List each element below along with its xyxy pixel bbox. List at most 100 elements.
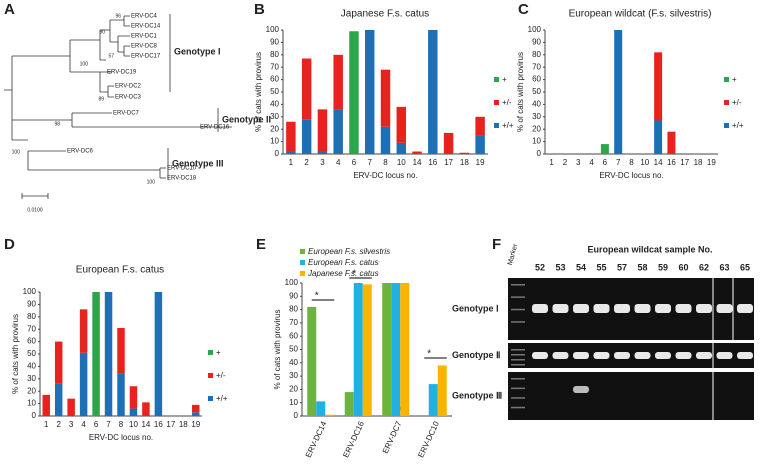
panel-letter: F: [492, 236, 501, 253]
bar: [428, 384, 438, 416]
y-tick-label: 40: [289, 358, 298, 367]
y-axis-label: % of cats with provirus: [11, 314, 20, 394]
band: [614, 304, 630, 313]
legend-label: +: [732, 75, 737, 84]
x-tick-label: 3: [69, 420, 74, 429]
y-tick-label: 80: [27, 312, 36, 321]
bar-segment: [54, 341, 63, 384]
bar-segment: [459, 152, 470, 154]
legend-label: +: [502, 75, 507, 84]
y-tick-label: 100: [528, 25, 542, 34]
bootstrap: 100: [147, 179, 156, 185]
genotype-label: Genotype III: [172, 158, 224, 168]
band: [634, 304, 651, 313]
tree-leaf: ERV-DC10: [167, 166, 197, 172]
x-tick-label: 3: [576, 158, 581, 167]
y-axis-label: % of cats with provirus: [254, 52, 263, 132]
bootstrap: 100: [80, 61, 89, 67]
legend-swatch: [208, 396, 213, 401]
bootstrap: 90: [99, 29, 105, 35]
x-tick-label: 1: [289, 158, 294, 167]
x-tick-label: 10: [640, 158, 649, 167]
y-tick-label: 20: [270, 124, 279, 133]
bar-segment: [428, 30, 438, 154]
band: [532, 304, 548, 313]
x-tick-label: 14: [654, 158, 663, 167]
bar: [344, 392, 354, 416]
scale-label: 0.0100: [27, 207, 43, 213]
bar: [391, 283, 401, 416]
band: [716, 352, 733, 359]
bar-segment: [654, 52, 663, 121]
bar-segment: [412, 151, 422, 154]
bar-segment: [192, 412, 200, 416]
panel-letter: D: [4, 236, 15, 253]
band: [675, 304, 692, 313]
x-tick-label: 6: [94, 420, 99, 429]
bar-segment: [117, 373, 125, 416]
bar: [400, 283, 410, 416]
band: [655, 304, 671, 313]
bar: [307, 306, 317, 416]
y-tick-label: 60: [532, 75, 541, 84]
band: [573, 352, 589, 359]
x-tick-label: 1: [549, 158, 554, 167]
legend-swatch: [494, 123, 499, 128]
y-tick-label: 50: [289, 345, 298, 354]
sample-no: 65: [740, 262, 750, 272]
bar-segment: [317, 151, 328, 154]
tree-leaf: ERV-DC18: [167, 176, 197, 182]
bar: [382, 283, 392, 416]
bar: [316, 401, 326, 416]
band: [552, 304, 569, 313]
bar-segment: [129, 408, 138, 416]
y-tick-label: 80: [289, 305, 298, 314]
x-axis-label: ERV-DC locus no.: [353, 171, 417, 180]
x-tick-label: 10: [397, 158, 406, 167]
x-tick-label: 8: [119, 420, 124, 429]
y-tick-label: 10: [532, 137, 541, 146]
y-tick-label: 30: [532, 112, 541, 121]
y-axis-label: % of cats with provirus: [516, 52, 525, 132]
bar-segment: [92, 292, 100, 416]
tree-leaf: ERV-DC14: [131, 24, 161, 30]
y-tick-label: 0: [537, 149, 542, 158]
band: [573, 304, 589, 313]
marker-band: [511, 406, 525, 409]
x-tick-label: 2: [304, 158, 309, 167]
y-tick-label: 20: [27, 386, 36, 395]
legend-label: +/-: [502, 98, 512, 107]
x-tick-label: 4: [336, 158, 341, 167]
y-tick-label: 60: [270, 75, 279, 84]
legend-swatch: [300, 271, 305, 276]
band: [593, 304, 610, 313]
genotype-label: Genotype Ⅱ: [452, 350, 500, 360]
bar-segment: [396, 142, 406, 154]
x-tick-label: 6: [603, 158, 608, 167]
chart-title: Japanese F.s. catus: [341, 9, 429, 20]
x-tick-label: 10: [129, 420, 138, 429]
bar-segment: [443, 132, 454, 154]
bar-segment: [104, 292, 113, 416]
sample-no: 55: [596, 262, 606, 272]
y-tick-label: 10: [27, 399, 36, 408]
sample-no: 59: [658, 262, 668, 272]
band: [675, 352, 692, 359]
sample-no: 57: [617, 262, 627, 272]
x-tick-label: 4: [589, 158, 594, 167]
x-tick-label: 2: [56, 420, 61, 429]
bar-segment: [667, 131, 676, 154]
legend-swatch: [494, 100, 499, 105]
bar-segment: [654, 120, 663, 154]
x-tick-label: 8: [629, 158, 634, 167]
y-tick-label: 50: [27, 349, 36, 358]
x-tick-label: ERV-DC16: [341, 419, 366, 459]
sample-no: 53: [555, 262, 565, 272]
x-tick-label: 3: [320, 158, 325, 167]
x-axis-label: ERV-DC locus no.: [89, 433, 153, 442]
bootstrap: 89: [98, 96, 104, 102]
bar: [353, 283, 363, 416]
tree-leaf: ERV-DC17: [131, 54, 161, 60]
x-tick-label: 16: [667, 158, 676, 167]
legend-swatch: [724, 100, 729, 105]
